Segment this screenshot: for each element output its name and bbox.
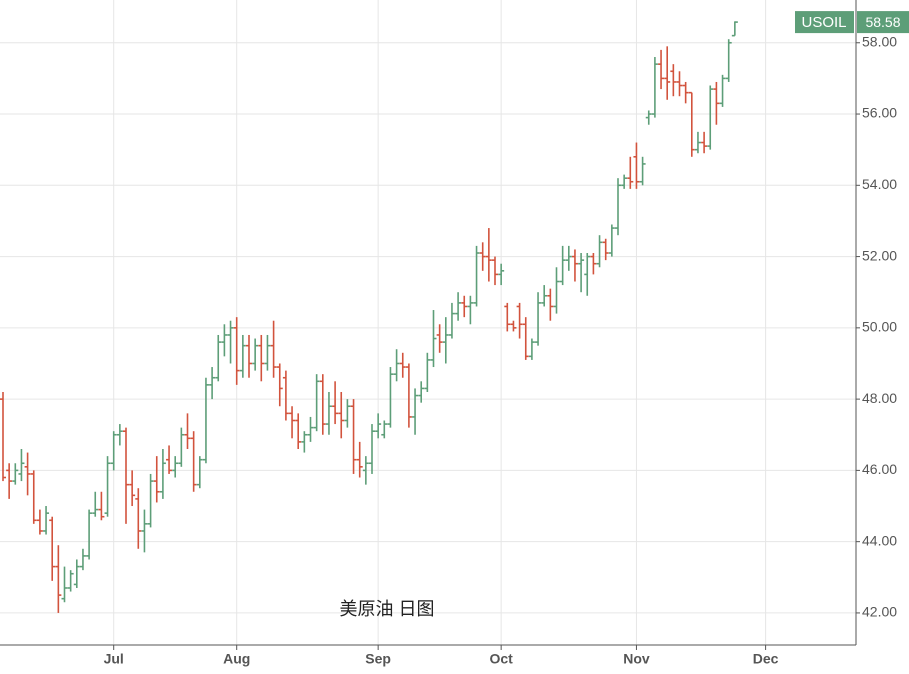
y-tick-label: 46.00	[862, 461, 897, 477]
x-tick-label: Oct	[489, 651, 513, 667]
last-price-badge	[857, 11, 909, 34]
y-tick-label: 56.00	[862, 105, 897, 121]
x-tick-label: Sep	[365, 651, 391, 667]
y-tick-label: 58.00	[862, 33, 897, 49]
x-tick-label: Aug	[223, 651, 250, 667]
symbol-badge	[795, 11, 854, 34]
y-tick-label: 54.00	[862, 176, 897, 192]
y-tick-label: 42.00	[862, 604, 897, 620]
y-tick-label: 44.00	[862, 532, 897, 548]
y-tick-label: 52.00	[862, 247, 897, 263]
x-tick-label: Jul	[104, 651, 124, 667]
x-tick-label: Nov	[623, 651, 650, 667]
y-tick-label: 48.00	[862, 390, 897, 406]
x-tick-label: Dec	[753, 651, 779, 667]
last-price-label: 58.58	[865, 14, 900, 30]
symbol-label: USOIL	[801, 14, 846, 31]
watermark: 美原油 日图	[339, 599, 434, 619]
y-tick-label: 50.00	[862, 319, 897, 335]
